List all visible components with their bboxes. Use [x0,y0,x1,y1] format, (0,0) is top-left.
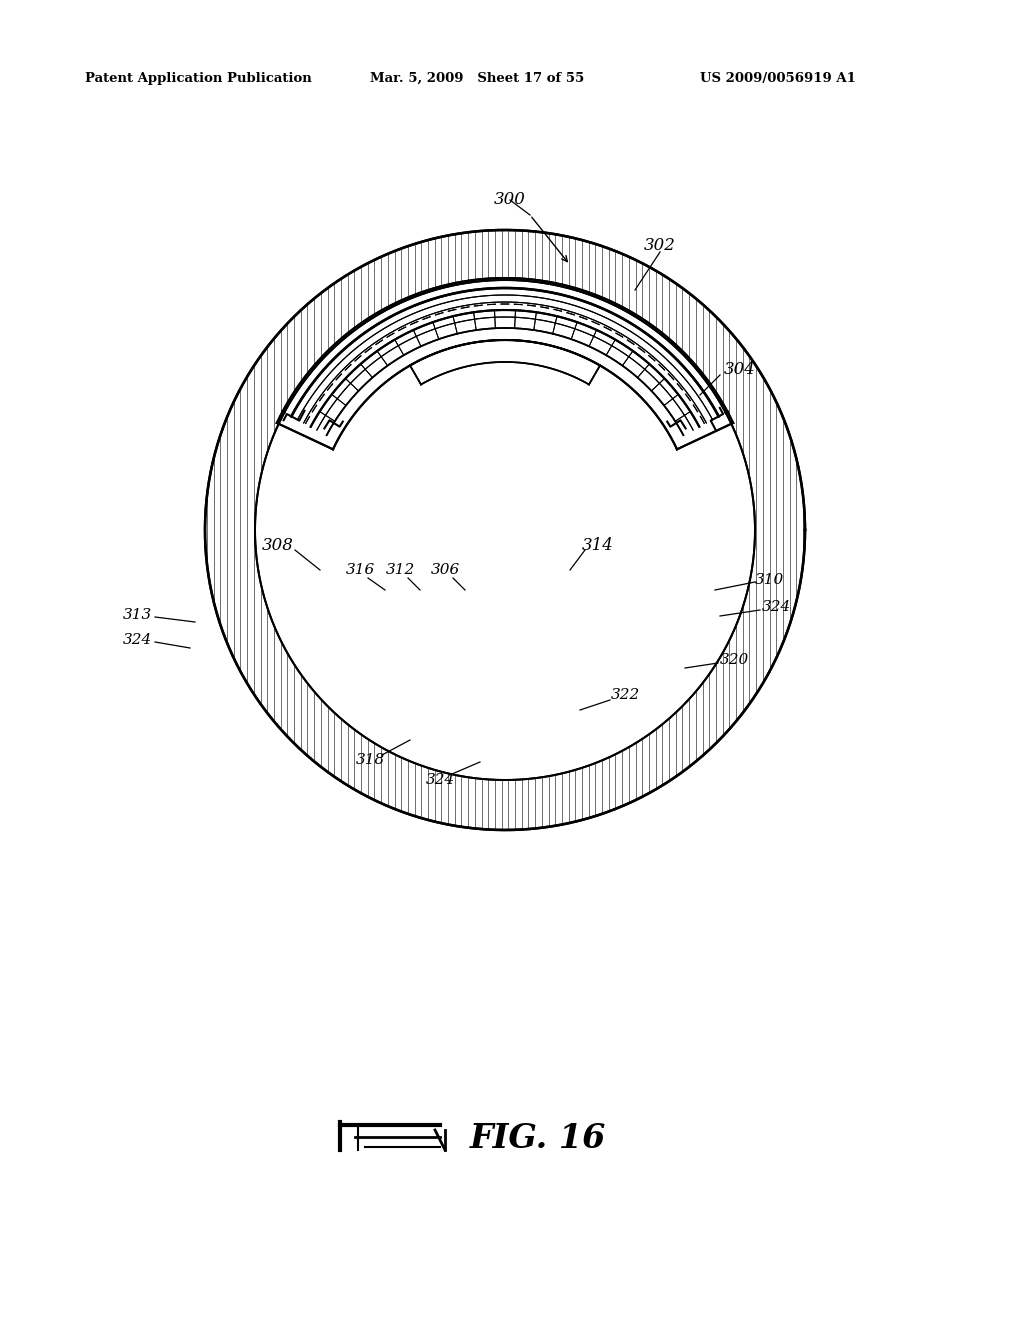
Text: 320: 320 [720,653,750,667]
Text: 300: 300 [494,191,526,209]
Text: Patent Application Publication: Patent Application Publication [85,73,311,84]
Text: 322: 322 [610,688,640,702]
Text: US 2009/0056919 A1: US 2009/0056919 A1 [700,73,856,84]
Text: 304: 304 [724,362,756,379]
Text: 318: 318 [355,752,385,767]
Text: 324: 324 [762,601,792,614]
Text: 324: 324 [425,774,455,787]
Text: 313: 313 [123,609,152,622]
Text: 312: 312 [385,564,415,577]
Text: 314: 314 [582,536,614,553]
Text: 302: 302 [644,236,676,253]
Text: 310: 310 [755,573,784,587]
Text: 306: 306 [430,564,460,577]
Text: 316: 316 [345,564,375,577]
Text: FIG. 16: FIG. 16 [470,1122,606,1155]
Text: 308: 308 [262,536,294,553]
Circle shape [256,281,754,779]
Text: 324: 324 [123,634,152,647]
Text: Mar. 5, 2009   Sheet 17 of 55: Mar. 5, 2009 Sheet 17 of 55 [370,73,585,84]
